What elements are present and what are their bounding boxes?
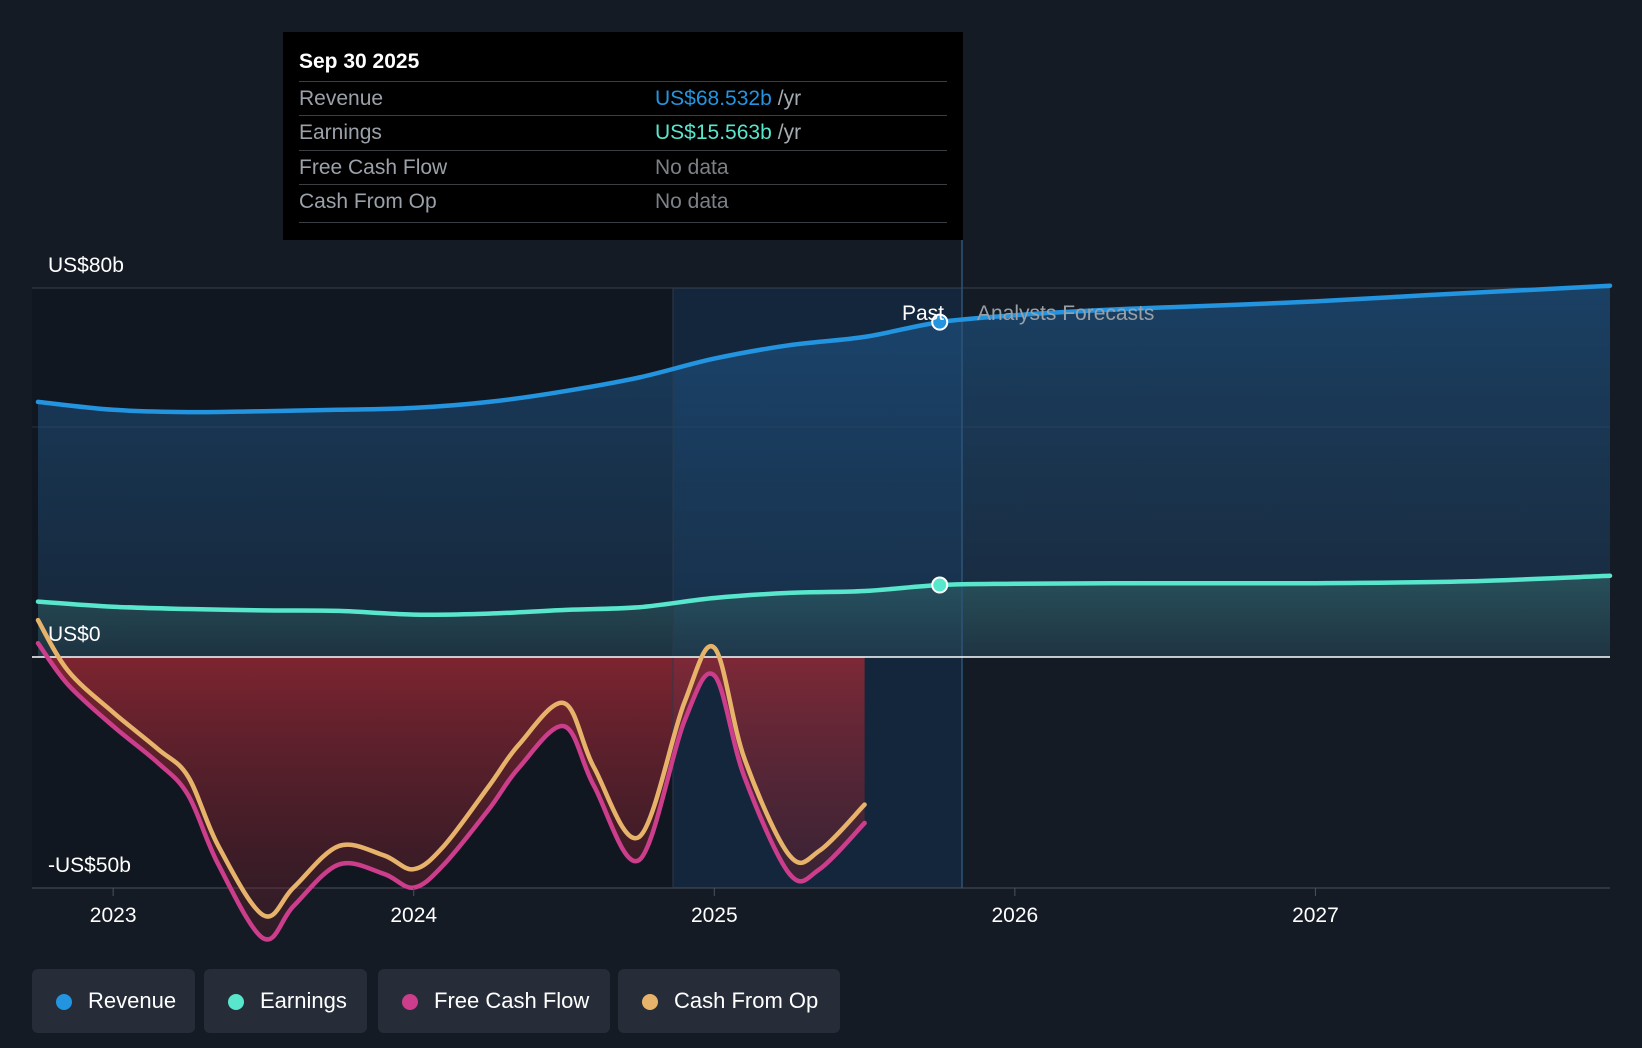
tooltip-value: No data [655,156,729,180]
x-tick-label: 2026 [992,904,1039,927]
forecast-label: Analysts Forecasts [977,302,1154,325]
tooltip-label: Earnings [299,121,382,144]
legend-item-earnings[interactable]: Earnings [204,969,367,1033]
x-tick-label: 2027 [1292,904,1339,927]
free-cash-flow-area [38,657,865,940]
tooltip-divider [299,222,947,223]
x-tick-label: 2024 [390,904,437,927]
tooltip-label: Revenue [299,87,384,110]
tooltip-value-number: No data [655,190,729,213]
legend-label: Revenue [88,988,177,1013]
tooltip-row-free-cash-flow: Free Cash Flow No data [299,150,947,185]
tooltip-unit: /yr [777,121,802,144]
tooltip: Sep 30 2025 Revenue US$68.532b/yr Earnin… [283,32,963,240]
tooltip-unit: /yr [777,87,802,110]
legend-item-revenue[interactable]: Revenue [32,969,195,1033]
tooltip-value: US$15.563b/yr [655,121,801,145]
legend-item-cash-from-op[interactable]: Cash From Op [618,969,840,1033]
legend-dot-icon [228,994,244,1010]
legend-dot-icon [642,994,658,1010]
tooltip-row-revenue: Revenue US$68.532b/yr [299,81,947,116]
tooltip-date: Sep 30 2025 [299,50,420,73]
tooltip-value: US$68.532b/yr [655,87,801,111]
revenue-marker [931,313,949,331]
tooltip-row-earnings: Earnings US$15.563b/yr [299,115,947,150]
legend-item-free-cash-flow[interactable]: Free Cash Flow [378,969,610,1033]
revenue-line [35,283,1613,415]
earnings-marker [931,576,949,594]
tooltip-value-number: US$15.563b [655,121,772,144]
tooltip-value-number: No data [655,156,729,179]
legend-label: Cash From Op [674,988,819,1013]
x-tick-label: 2025 [691,904,738,927]
tooltip-value-number: US$68.532b [655,87,772,110]
tooltip-value: No data [655,190,729,214]
y-tick-label: US$80b [48,254,124,277]
free-cash-flow-line [35,640,867,942]
tooltip-label: Free Cash Flow [299,156,448,179]
tooltip-row-cash-from-op: Cash From Op No data [299,184,947,219]
legend-dot-icon [56,994,72,1010]
earnings-line [35,573,1613,617]
past-label: Past [902,302,944,325]
legend-label: Free Cash Flow [434,988,590,1013]
x-tick-label: 2023 [90,904,137,927]
cash-from-op-line [35,617,867,919]
y-tick-label: US$0 [48,623,101,646]
legend-dot-icon [402,994,418,1010]
y-tick-label: -US$50b [48,854,131,877]
tooltip-label: Cash From Op [299,190,437,213]
legend-label: Earnings [260,988,347,1013]
earnings-area [38,575,1610,657]
revenue-area [38,285,1610,657]
